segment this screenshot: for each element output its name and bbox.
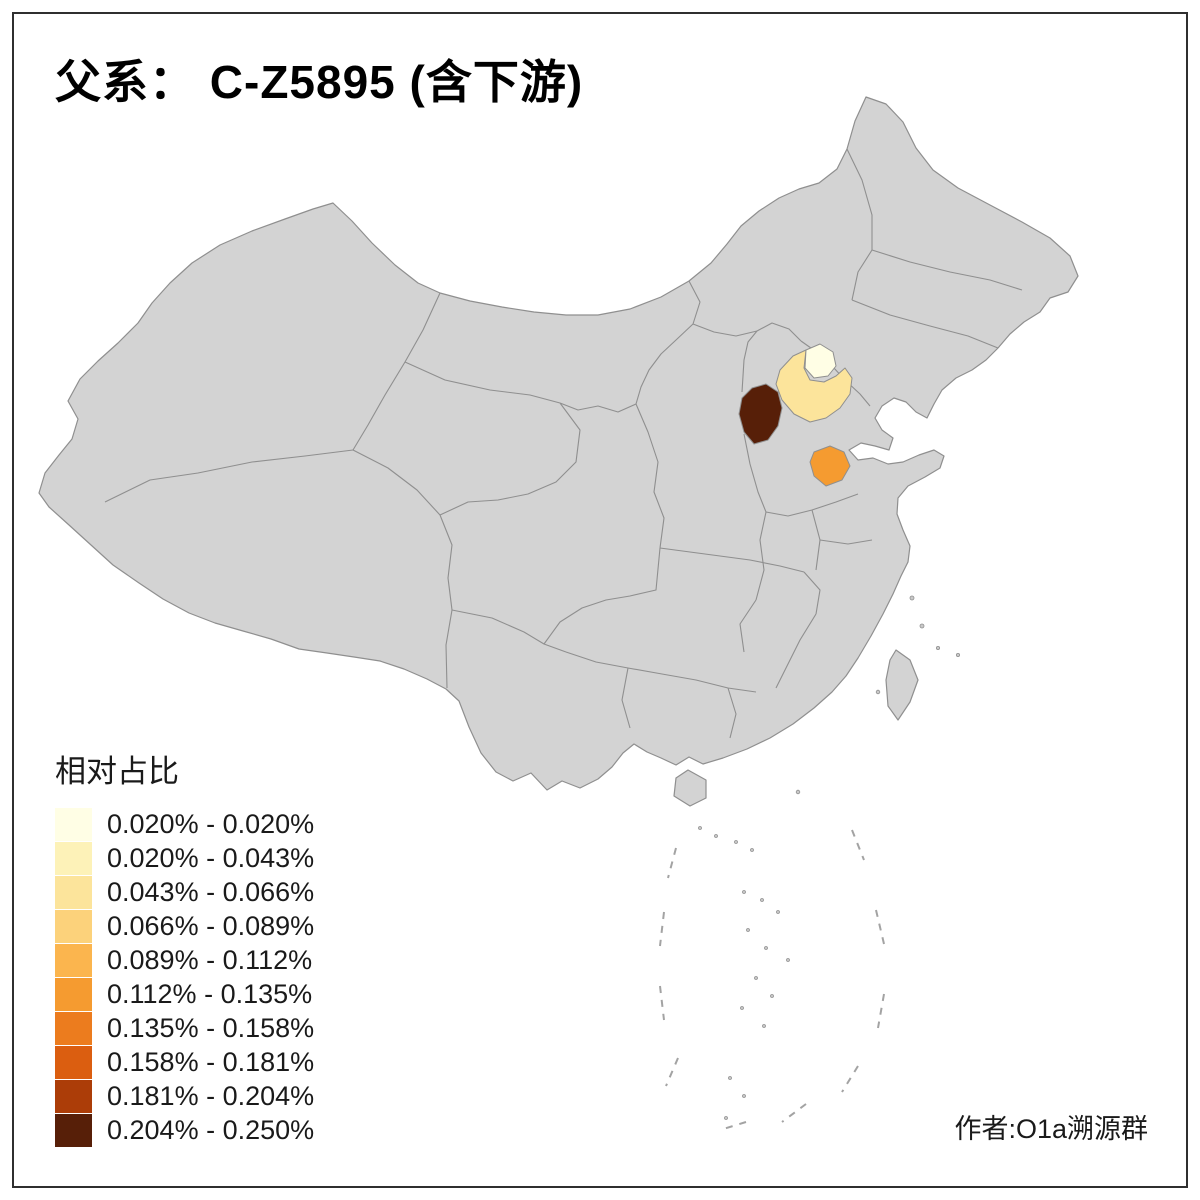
region-shanxi: [738, 383, 783, 445]
legend-item: 0.089% - 0.112%: [55, 943, 314, 977]
legend-title: 相对占比: [55, 754, 179, 789]
legend-swatch: [55, 1113, 92, 1147]
coastal-and-south-china-sea-islands: [698, 595, 961, 1120]
legend-label: 0.112% - 0.135%: [107, 978, 313, 1009]
legend-swatch: [55, 977, 92, 1011]
legend-label: 0.158% - 0.181%: [107, 1046, 315, 1077]
legend-swatch: [55, 807, 92, 841]
legend-swatch: [55, 875, 92, 909]
legend-item: 0.043% - 0.066%: [55, 875, 314, 909]
legend-item: 0.158% - 0.181%: [55, 1045, 314, 1079]
author-credit: 作者:O1a溯源群: [954, 1114, 1148, 1144]
legend-item: 0.204% - 0.250%: [55, 1113, 314, 1147]
legend-swatch: [55, 1011, 92, 1045]
legend-swatch: [55, 1045, 92, 1079]
legend-item: 0.181% - 0.204%: [55, 1079, 314, 1113]
legend-swatch: [55, 943, 92, 977]
region-hebei: [775, 349, 853, 423]
legend-item: 0.020% - 0.020%: [55, 807, 314, 841]
legend-swatch: [55, 1079, 92, 1113]
legend-item: 0.066% - 0.089%: [55, 909, 314, 943]
legend-label: 0.043% - 0.066%: [107, 876, 315, 907]
legend-swatch: [55, 841, 92, 875]
legend-swatch: [55, 909, 92, 943]
region-shandong-west: [809, 445, 851, 487]
legend-label: 0.089% - 0.112%: [107, 944, 313, 975]
legend-label: 0.020% - 0.020%: [107, 808, 315, 839]
figure-title: 父系： C-Z5895 (含下游): [55, 56, 584, 108]
legend-label: 0.204% - 0.250%: [107, 1114, 315, 1145]
nine-dash-line: [659, 829, 885, 1131]
hainan-island: [673, 769, 707, 807]
mainland-china: [38, 96, 1079, 791]
region-beijing: [804, 343, 837, 379]
legend-item: 0.020% - 0.043%: [55, 841, 314, 875]
legend-label: 0.020% - 0.043%: [107, 842, 315, 873]
legend-label: 0.135% - 0.158%: [107, 1012, 315, 1043]
legend-label: 0.066% - 0.089%: [107, 910, 315, 941]
legend-label: 0.181% - 0.204%: [107, 1080, 315, 1111]
taiwan-island: [885, 649, 919, 721]
legend-item: 0.135% - 0.158%: [55, 1011, 314, 1045]
legend: 相对占比 0.020% - 0.020% 0.020% - 0.043% 0.0…: [55, 746, 314, 1147]
legend-item: 0.112% - 0.135%: [55, 977, 314, 1011]
